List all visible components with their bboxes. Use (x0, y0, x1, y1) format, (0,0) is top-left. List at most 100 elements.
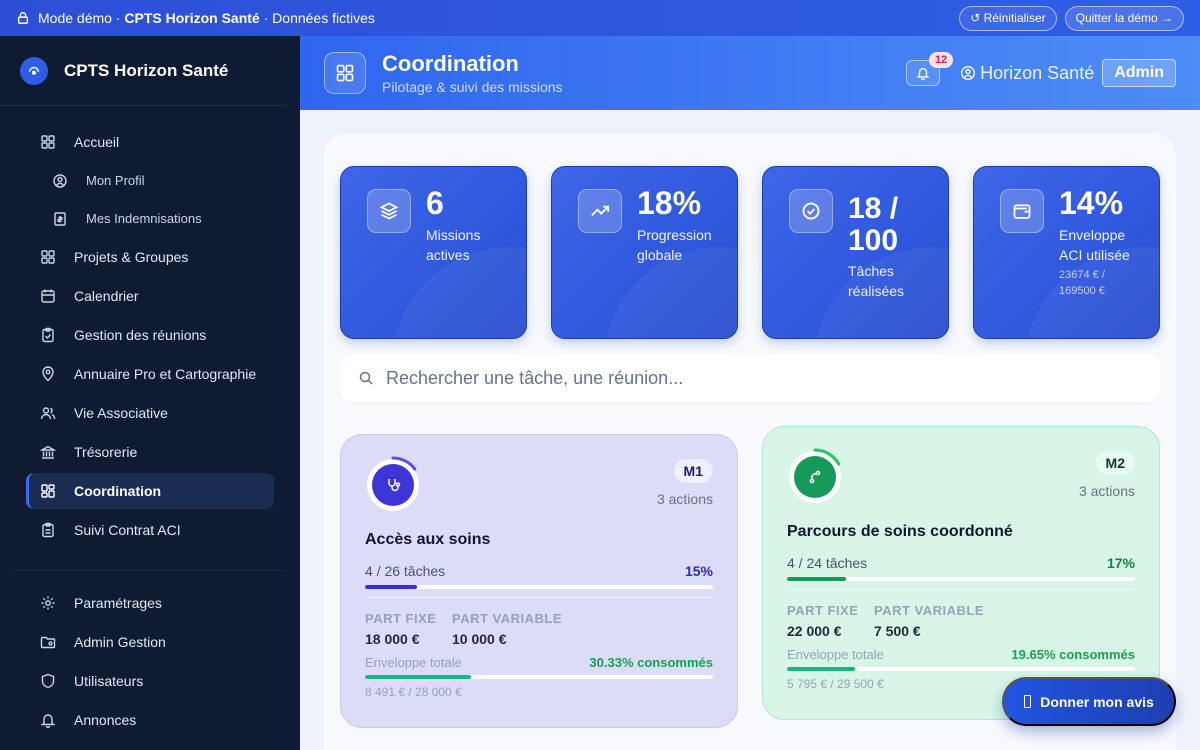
search-input[interactable] (386, 367, 1086, 389)
stat-label: Progression globale (637, 227, 712, 263)
brand-name: CPTS Horizon Santé (64, 60, 229, 80)
banner-suffix: · Données fictives (259, 10, 375, 26)
mission-code-badge: M1 (673, 459, 713, 483)
progress-fill (787, 577, 847, 581)
sidebar-item-annuaire[interactable]: Annuaire Pro et Cartographie (26, 356, 274, 392)
banner-org: CPTS Horizon Santé (124, 10, 260, 26)
sidebar-item-suivi-aci[interactable]: Suivi Contrat ACI (26, 512, 274, 548)
grid-icon (40, 249, 56, 265)
quit-demo-button[interactable]: Quitter la démo → (1064, 5, 1184, 31)
mission-progress-ring (786, 448, 844, 506)
dashboard-icon (40, 483, 56, 499)
sidebar-item-utilisateurs[interactable]: Utilisateurs (26, 663, 274, 699)
user-circle-icon (961, 65, 976, 81)
banner-prefix: Mode démo · (38, 10, 125, 26)
envelope-bar (787, 667, 1135, 671)
sidebar-item-label: Suivi Contrat ACI (74, 522, 181, 538)
stethoscope-icon (372, 464, 414, 506)
mission-title: Accès aux soins (365, 531, 491, 548)
reset-demo-button[interactable]: ↺ Réinitialiser (959, 5, 1057, 31)
check-circle-icon (789, 189, 833, 233)
sidebar-item-coordination[interactable]: Coordination (26, 473, 274, 509)
page-header: Coordination Pilotage & suivi des missio… (300, 36, 1200, 110)
progress-arc-fill (786, 448, 844, 506)
notification-count-badge: 12 (928, 52, 954, 68)
mission-actions-count: 3 actions (1078, 483, 1135, 499)
clipboard-check-icon (40, 327, 56, 343)
sidebar-item-mes-indemnisations[interactable]: Mes Indemnisations (26, 201, 274, 236)
stat-card-enveloppe: 14% Enveloppe ACI utilisée 23674 € / 169… (973, 166, 1160, 339)
progress-arc-fill (364, 456, 422, 514)
mission-progress-pct: 15% (684, 563, 713, 579)
sidebar-item-reunions[interactable]: Gestion des réunions (26, 317, 274, 353)
stat-value: 14% (1059, 185, 1124, 221)
stat-card-progression: 18% Progression globale (551, 166, 738, 339)
bell-icon (916, 67, 930, 80)
fixed-part-label: PART FIXE (365, 611, 437, 626)
role-badge[interactable]: Admin (1102, 59, 1176, 87)
demo-banner-text: Mode démo · CPTS Horizon Santé · Données… (38, 10, 375, 26)
sidebar-item-accueil[interactable]: Accueil (26, 124, 274, 160)
user-org-name: Horizon Santé (980, 62, 1095, 83)
sidebar-item-label: Mon Profil (86, 173, 145, 188)
sidebar-item-tresorerie[interactable]: Trésorerie (26, 434, 274, 470)
stat-label: Tâches réalisées (848, 263, 905, 299)
mission-actions-count: 3 actions (656, 491, 713, 507)
receipt-icon (52, 211, 68, 227)
envelope-fill (365, 675, 471, 679)
envelope-fill (787, 667, 856, 671)
map-pin-icon (40, 366, 56, 382)
envelope-amount: 5 795 € / 29 500 € (787, 677, 884, 691)
sidebar-item-calendrier[interactable]: Calendrier (26, 278, 274, 314)
trending-up-icon (578, 189, 622, 233)
folder-gear-icon (40, 634, 56, 650)
sidebar-item-label: Calendrier (74, 288, 139, 304)
sidebar-item-label: Projets & Groupes (74, 249, 189, 265)
sidebar-item-label: Paramétrages (74, 595, 162, 611)
shield-icon (40, 673, 56, 689)
sidebar-item-label: Utilisateurs (74, 673, 144, 689)
mission-title: Parcours de soins coordonné (787, 523, 1013, 540)
sidebar-divider (14, 570, 286, 571)
mission-code-badge: M2 (1095, 451, 1135, 475)
stat-sub: 23674 € / 169500 € (1059, 269, 1105, 297)
variable-part-label: PART VARIABLE (874, 603, 985, 618)
stat-value: 18 / 100 (848, 192, 899, 257)
sidebar-item-annonces[interactable]: Annonces (26, 702, 274, 738)
page-title: Coordination (382, 51, 519, 76)
sidebar-item-label: Vie Associative (74, 405, 168, 421)
envelope-consumed-pct: 30.33% consommés (589, 655, 713, 670)
mission-card-m2[interactable]: M2 3 actions Parcours de soins coordonné… (762, 426, 1160, 720)
demo-banner: Mode démo · CPTS Horizon Santé · Données… (0, 0, 1200, 36)
sidebar-item-vie-associative[interactable]: Vie Associative (26, 395, 274, 431)
fixed-part-value: 18 000 € (365, 631, 420, 647)
search-bar (340, 354, 1160, 402)
stat-label: Missions actives (426, 227, 481, 263)
gear-icon (40, 595, 56, 611)
sidebar-item-mon-profil[interactable]: Mon Profil (26, 163, 274, 198)
wallet-icon (1000, 189, 1044, 233)
mission-card-m1[interactable]: M1 3 actions Accès aux soins 4 / 26 tâch… (340, 434, 738, 728)
main-content: 6 Missions actives 18% Progression globa… (300, 110, 1200, 750)
divider (787, 589, 1135, 590)
mission-tasks: 4 / 26 tâches (365, 563, 446, 579)
sidebar-item-label: Gestion des réunions (74, 327, 207, 343)
variable-part-label: PART VARIABLE (452, 611, 563, 626)
feedback-button[interactable]: Donner mon avis (1002, 677, 1176, 726)
users-icon (40, 405, 56, 421)
user-menu[interactable]: Horizon Santé (960, 63, 1094, 84)
sidebar-item-admin-gestion[interactable]: Admin Gestion (26, 624, 274, 660)
page-subtitle: Pilotage & suivi des missions (382, 79, 563, 95)
sidebar-item-label: Mes Indemnisations (86, 211, 202, 226)
notifications-button[interactable]: 12 (906, 52, 954, 86)
variable-part-value: 7 500 € (874, 623, 921, 639)
envelope-consumed-pct: 19.65% consommés (1011, 647, 1135, 662)
sidebar: CPTS Horizon Santé Accueil Mon Profil Me… (0, 36, 300, 750)
sidebar-nav: Accueil Mon Profil Mes Indemnisations Pr… (0, 106, 300, 738)
bell-icon (40, 712, 56, 728)
sidebar-item-parametrages[interactable]: Paramétrages (26, 585, 274, 621)
feedback-label: Donner mon avis (1040, 693, 1154, 710)
sidebar-brand[interactable]: CPTS Horizon Santé (0, 36, 286, 106)
sidebar-item-projets[interactable]: Projets & Groupes (26, 239, 274, 275)
route-icon (794, 456, 836, 498)
